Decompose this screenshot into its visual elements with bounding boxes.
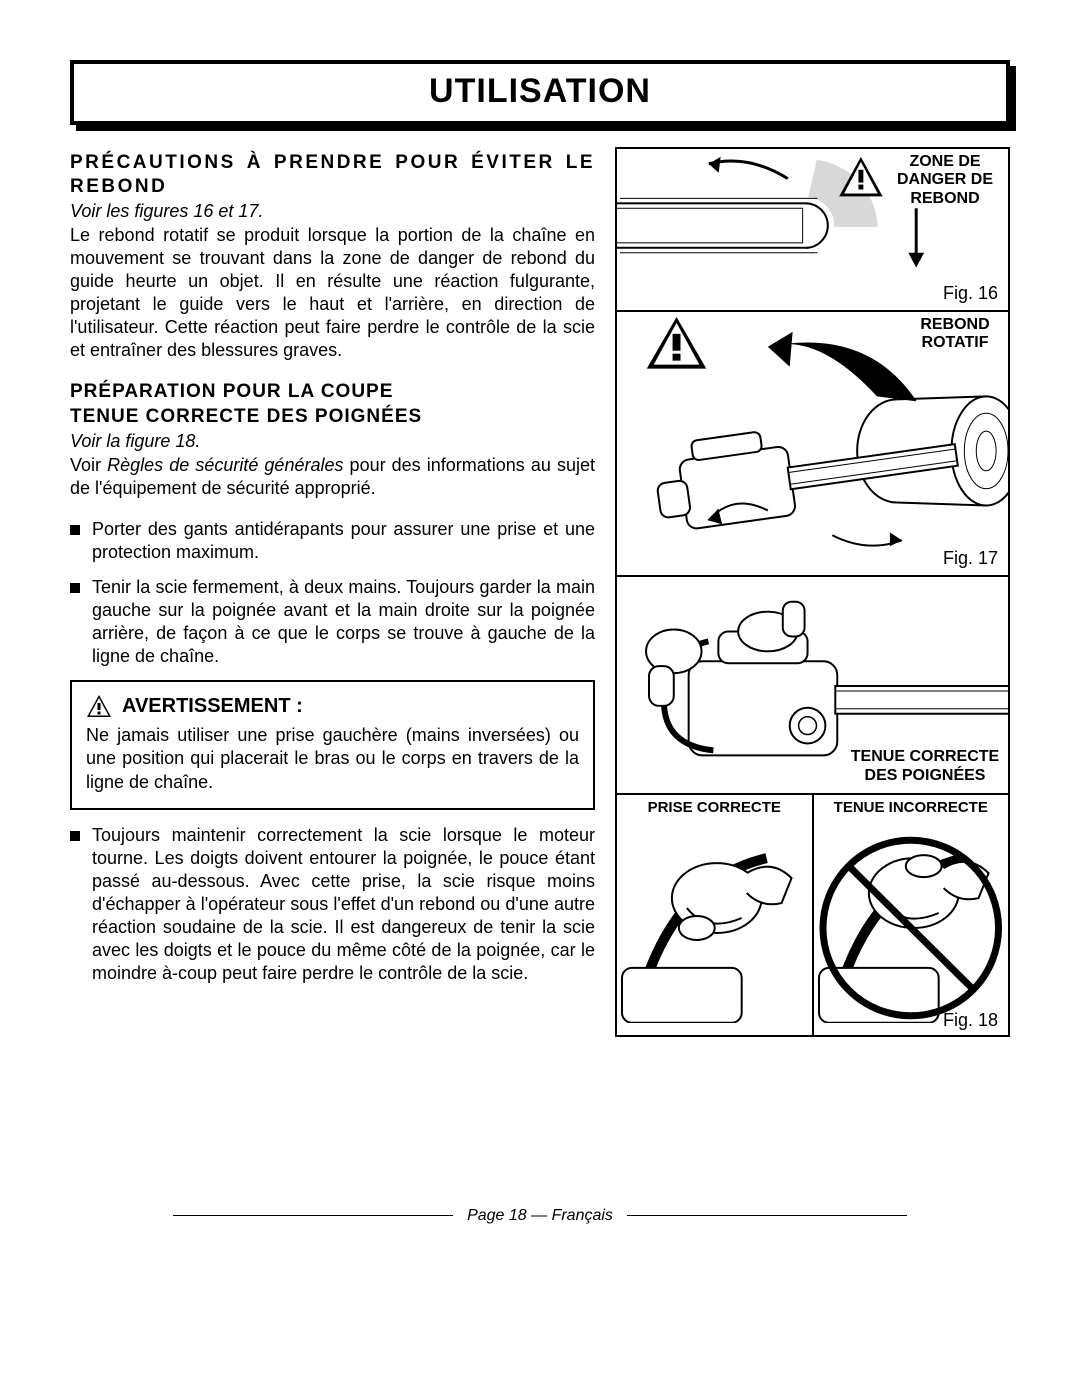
prep-lead: Voir Règles de sécurité générales pour d…: [70, 454, 595, 500]
figure-18-num: Fig. 18: [943, 1010, 998, 1031]
grip-correct: PRISE CORRECTE: [617, 795, 814, 1035]
kickback-heading: PRÉCAUTIONS À PRENDRE POUR ÉVITER LE REB…: [70, 151, 595, 199]
kickback-body: Le rebond rotatif se produit lorsque la …: [70, 224, 595, 362]
prep-heading-1: PRÉPARATION POUR LA COUPE: [70, 380, 595, 404]
prep-bullet: Toujours maintenir correctement la scie …: [70, 824, 595, 985]
section-title: UTILISATION: [74, 72, 1006, 111]
figure-panel: ZONE DE DANGER DE REBOND Fig. 16: [615, 147, 1010, 1037]
prep-lead-em: Règles de sécurité générales: [107, 455, 343, 475]
two-column-layout: PRÉCAUTIONS À PRENDRE POUR ÉVITER LE REB…: [70, 147, 1010, 1037]
kickback-ref: Voir les figures 16 et 17.: [70, 201, 595, 222]
warning-icon: [86, 694, 112, 718]
figure-16-num: Fig. 16: [943, 283, 998, 304]
figure-16: ZONE DE DANGER DE REBOND Fig. 16: [617, 149, 1008, 312]
grip-correct-svg: [617, 818, 812, 1023]
figure-18b: PRISE CORRECTE: [617, 795, 1008, 1035]
footer-text: Page 18 — Français: [467, 1207, 613, 1224]
prep-lead-a: Voir: [70, 455, 107, 475]
figure-17: REBOND ROTATIF Fig. 17: [617, 312, 1008, 577]
grip-incorrect-svg: [814, 818, 1009, 1023]
grip-incorrect-title: TENUE INCORRECTE: [814, 795, 1009, 818]
left-column: PRÉCAUTIONS À PRENDRE POUR ÉVITER LE REB…: [70, 147, 595, 1037]
grip-correct-title: PRISE CORRECTE: [617, 795, 812, 818]
figure-17-label: REBOND ROTATIF: [910, 316, 1000, 353]
warning-title-row: AVERTISSEMENT :: [86, 694, 579, 718]
figure-18a-label: TENUE CORRECTE DES POIGNÉES: [850, 748, 1000, 785]
right-column: ZONE DE DANGER DE REBOND Fig. 16: [615, 147, 1010, 1037]
warning-title: AVERTISSEMENT :: [122, 695, 303, 718]
grip-incorrect: TENUE INCORRECTE: [814, 795, 1009, 1035]
prep-bullets-1: Porter des gants antidérapants pour assu…: [70, 518, 595, 668]
section-title-box: UTILISATION: [70, 60, 1010, 125]
prep-bullet: Porter des gants antidérapants pour assu…: [70, 518, 595, 564]
prep-ref: Voir la figure 18.: [70, 431, 595, 452]
page-footer: Page 18 — Français: [70, 1207, 1010, 1225]
figure-18a: TENUE CORRECTE DES POIGNÉES: [617, 577, 1008, 795]
figure-17-num: Fig. 17: [943, 548, 998, 569]
warning-body: Ne jamais utiliser une prise gauchère (m…: [86, 724, 579, 793]
prep-heading-2: TENUE CORRECTE DES POIGNÉES: [70, 405, 595, 429]
figure-16-label: ZONE DE DANGER DE REBOND: [890, 153, 1000, 208]
prep-bullets-2: Toujours maintenir correctement la scie …: [70, 824, 595, 985]
prep-bullet: Tenir la scie fermement, à deux mains. T…: [70, 576, 595, 668]
warning-box: AVERTISSEMENT : Ne jamais utiliser une p…: [70, 680, 595, 809]
